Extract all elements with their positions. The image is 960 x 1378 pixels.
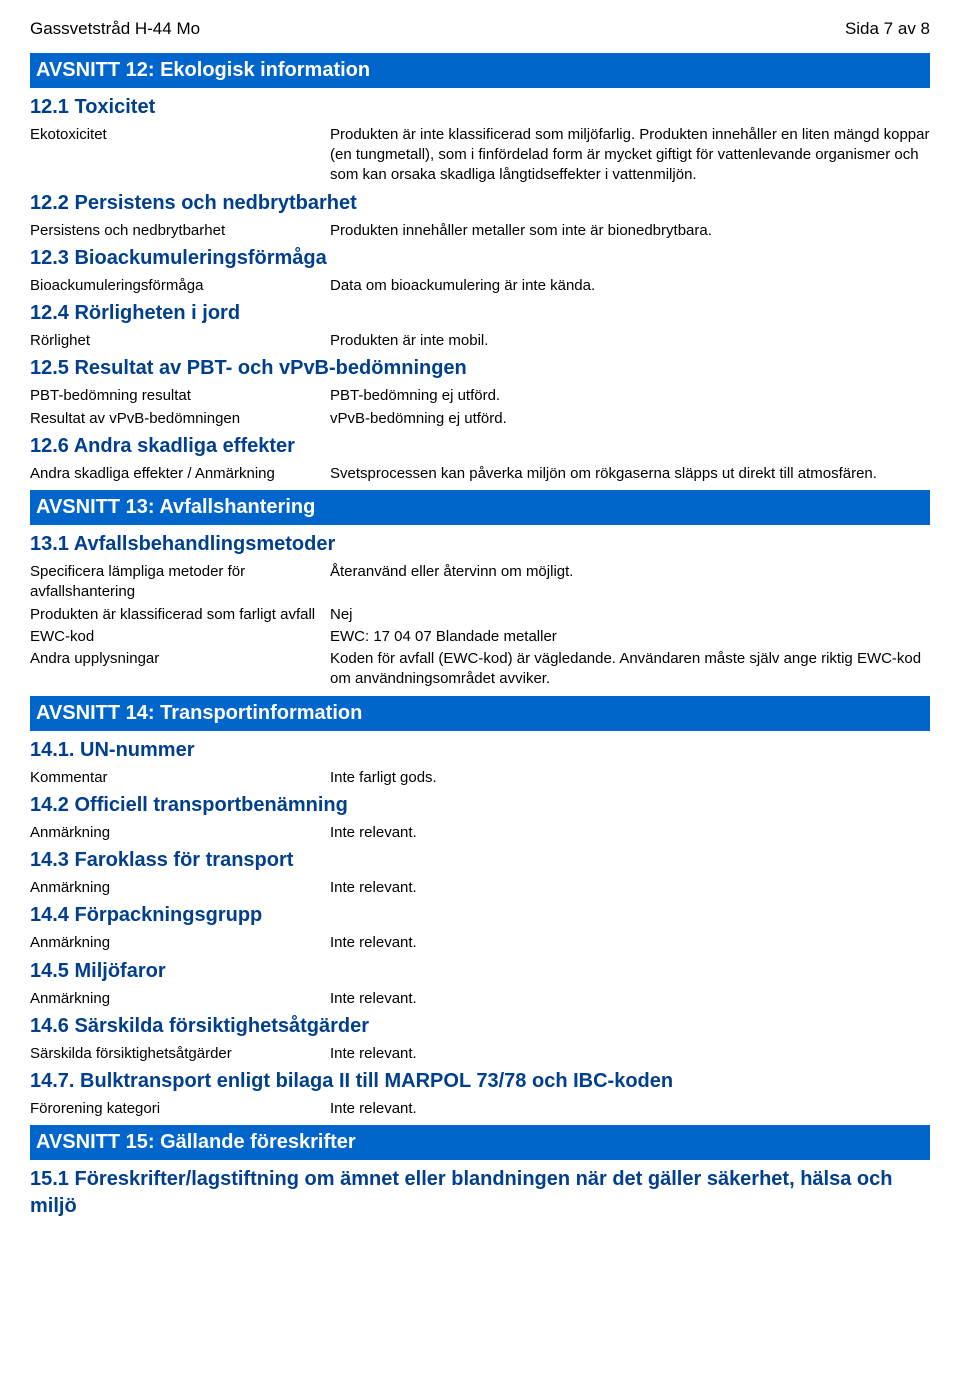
value: Återanvänd eller återvinn om möjligt. [330,562,930,582]
value: Nej [330,605,930,625]
row-bioack: Bioackumuleringsförmåga Data om bioackum… [30,276,930,296]
value: EWC: 17 04 07 Blandade metaller [330,627,930,647]
row-fororening: Förorening kategori Inte relevant. [30,1099,930,1119]
page-number: Sida 7 av 8 [845,18,930,41]
row-ekotoxicitet: Ekotoxicitet Produkten är inte klassific… [30,125,930,186]
heading-13-1: 13.1 Avfallsbehandlingsmetoder [30,531,930,558]
heading-12-2: 12.2 Persistens och nedbrytbarhet [30,190,930,217]
doc-title: Gassvetstråd H-44 Mo [30,18,200,41]
row-vpvb: Resultat av vPvB-bedömningen vPvB-bedömn… [30,409,930,429]
row-anm-2: Anmärkning Inte relevant. [30,823,930,843]
label: Anmärkning [30,823,330,843]
heading-14-7: 14.7. Bulktransport enligt bilaga II til… [30,1068,930,1095]
label: Särskilda försiktighetsåtgärder [30,1044,330,1064]
value: Inte relevant. [330,823,930,843]
value: Inte relevant. [330,878,930,898]
row-kommentar: Kommentar Inte farligt gods. [30,768,930,788]
heading-14-5: 14.5 Miljöfaror [30,958,930,985]
label: PBT-bedömning resultat [30,386,330,406]
label: EWC-kod [30,627,330,647]
value: Inte relevant. [330,933,930,953]
heading-12-5: 12.5 Resultat av PBT- och vPvB-bedömning… [30,355,930,382]
value: Inte relevant. [330,1099,930,1119]
value: Koden för avfall (EWC-kod) är vägledande… [330,649,930,690]
row-ewc: EWC-kod EWC: 17 04 07 Blandade metaller [30,627,930,647]
row-andra-upplys: Andra upplysningar Koden för avfall (EWC… [30,649,930,690]
value: PBT-bedömning ej utförd. [330,386,930,406]
row-pbt: PBT-bedömning resultat PBT-bedömning ej … [30,386,930,406]
value: Inte farligt gods. [330,768,930,788]
heading-14-4: 14.4 Förpackningsgrupp [30,902,930,929]
section-13-title: AVSNITT 13: Avfallshantering [30,490,930,525]
heading-14-3: 14.3 Faroklass för transport [30,847,930,874]
value: Svetsprocessen kan påverka miljön om rök… [330,464,930,484]
section-15-title: AVSNITT 15: Gällande föreskrifter [30,1125,930,1160]
page-header: Gassvetstråd H-44 Mo Sida 7 av 8 [30,18,930,41]
value: Inte relevant. [330,989,930,1009]
heading-12-6: 12.6 Andra skadliga effekter [30,433,930,460]
label: Resultat av vPvB-bedömningen [30,409,330,429]
value: Produkten är inte mobil. [330,331,930,351]
label: Rörlighet [30,331,330,351]
heading-14-2: 14.2 Officiell transportbenämning [30,792,930,819]
value: Inte relevant. [330,1044,930,1064]
label: Specificera lämpliga metoder för avfalls… [30,562,330,603]
label: Anmärkning [30,878,330,898]
row-sarskilda: Särskilda försiktighetsåtgärder Inte rel… [30,1044,930,1064]
label: Anmärkning [30,933,330,953]
row-andra-skadliga: Andra skadliga effekter / Anmärkning Sve… [30,464,930,484]
heading-12-1: 12.1 Toxicitet [30,94,930,121]
row-klassificerad: Produkten är klassificerad som farligt a… [30,605,930,625]
row-anm-5: Anmärkning Inte relevant. [30,989,930,1009]
section-12-title: AVSNITT 12: Ekologisk information [30,53,930,88]
label: Bioackumuleringsförmåga [30,276,330,296]
value: Data om bioackumulering är inte kända. [330,276,930,296]
row-anm-4: Anmärkning Inte relevant. [30,933,930,953]
label: Andra skadliga effekter / Anmärkning [30,464,330,484]
row-rorlighet: Rörlighet Produkten är inte mobil. [30,331,930,351]
heading-12-3: 12.3 Bioackumuleringsförmåga [30,245,930,272]
value: vPvB-bedömning ej utförd. [330,409,930,429]
label: Ekotoxicitet [30,125,330,145]
label: Produkten är klassificerad som farligt a… [30,605,330,625]
row-specificera: Specificera lämpliga metoder för avfalls… [30,562,930,603]
label: Anmärkning [30,989,330,1009]
label: Kommentar [30,768,330,788]
value: Produkten innehåller metaller som inte ä… [330,221,930,241]
heading-14-6: 14.6 Särskilda försiktighetsåtgärder [30,1013,930,1040]
label: Persistens och nedbrytbarhet [30,221,330,241]
heading-15-1: 15.1 Föreskrifter/lagstiftning om ämnet … [30,1166,930,1220]
row-anm-3: Anmärkning Inte relevant. [30,878,930,898]
heading-14-1: 14.1. UN-nummer [30,737,930,764]
row-persistens: Persistens och nedbrytbarhet Produkten i… [30,221,930,241]
value: Produkten är inte klassificerad som milj… [330,125,930,186]
section-14-title: AVSNITT 14: Transportinformation [30,696,930,731]
label: Andra upplysningar [30,649,330,669]
heading-12-4: 12.4 Rörligheten i jord [30,300,930,327]
label: Förorening kategori [30,1099,330,1119]
